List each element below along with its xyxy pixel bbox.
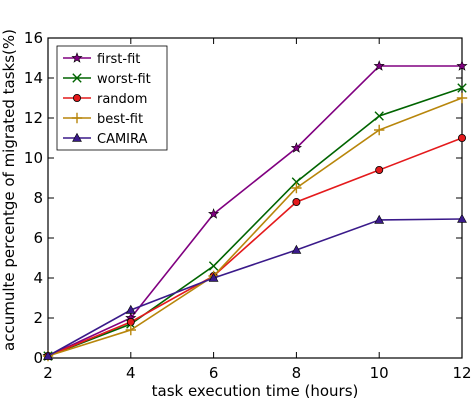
legend-item: CAMIRA (63, 132, 148, 147)
legend-item: first-fit (63, 52, 140, 67)
data-point (291, 182, 302, 194)
data-point (290, 142, 302, 153)
data-point (292, 197, 301, 206)
y-tick-label: 6 (33, 229, 43, 247)
y-tick-label: 2 (33, 309, 43, 327)
legend-marker (71, 112, 83, 124)
series-line (47, 137, 463, 357)
series-line (47, 97, 463, 357)
series-line (47, 87, 463, 357)
data-point (375, 165, 384, 174)
data-point (125, 324, 136, 336)
data-point (456, 92, 468, 104)
series-random (44, 133, 466, 360)
data-point (374, 214, 385, 224)
data-point (373, 60, 385, 71)
data-point (457, 83, 467, 93)
legend-item: best-fit (63, 112, 143, 127)
data-point (126, 317, 135, 326)
data-point (291, 244, 302, 254)
data-point (208, 272, 219, 282)
data-point (208, 261, 219, 271)
x-tick-label: 12 (452, 364, 471, 382)
y-tick-label: 12 (24, 109, 43, 127)
legend-label: CAMIRA (97, 132, 148, 147)
data-point (456, 60, 468, 71)
legend-item: worst-fit (63, 72, 151, 87)
data-point (208, 208, 220, 219)
data-point (43, 350, 53, 360)
y-tick-label: 10 (24, 149, 43, 167)
x-tick-label: 2 (43, 364, 53, 382)
data-point (125, 304, 136, 314)
legend-label: worst-fit (97, 72, 151, 87)
legend-marker (72, 132, 82, 142)
y-axis-label: accumulte percentge of migrated tasks(%) (0, 29, 18, 351)
series-camira (43, 213, 467, 360)
legend-label: best-fit (97, 112, 143, 127)
y-tick-label: 16 (24, 29, 43, 47)
data-point (374, 124, 385, 136)
x-tick-label: 4 (126, 364, 136, 382)
series-layer (42, 60, 468, 362)
x-tick-label: 8 (292, 364, 302, 382)
legend-marker (71, 52, 83, 63)
x-tick-label: 10 (370, 364, 389, 382)
y-tick-label: 4 (33, 269, 43, 287)
legend-marker (72, 73, 82, 83)
y-tick-label: 8 (33, 189, 43, 207)
legend: first-fit worst-fit random best-fit CAMIRA (56, 45, 168, 151)
y-tick-label: 14 (24, 69, 43, 87)
legend-label: random (97, 92, 147, 107)
series-line (47, 218, 463, 357)
x-tick-label: 6 (209, 364, 219, 382)
x-axis-label: task execution time (hours) (152, 382, 359, 400)
legend-label: first-fit (97, 52, 140, 67)
data-point (457, 213, 467, 223)
data-point (374, 111, 384, 121)
legend-item: random (63, 92, 147, 107)
data-point (457, 133, 466, 142)
y-tick-label: 0 (33, 349, 43, 367)
data-point (291, 177, 302, 187)
legend-marker (73, 94, 82, 103)
series-line (47, 65, 462, 357)
